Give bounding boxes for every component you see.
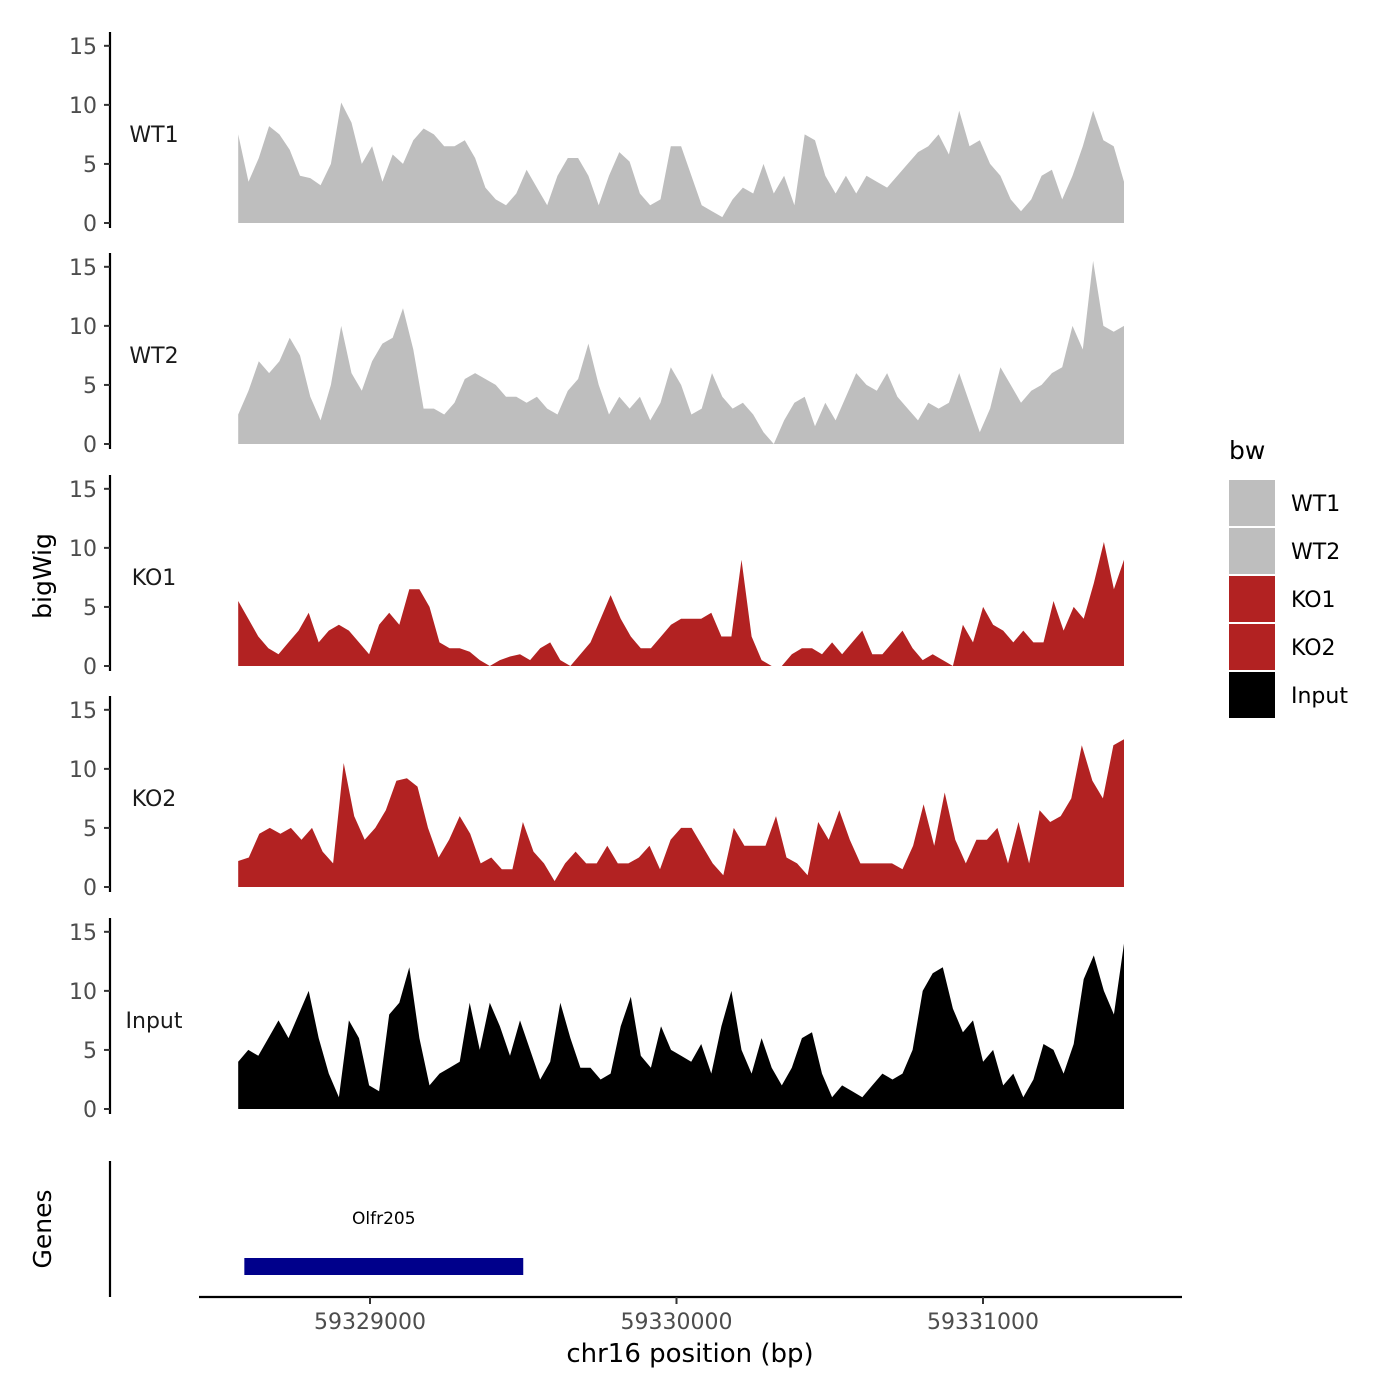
y-tick-label: 5 (83, 596, 97, 621)
legend-label: WT1 (1291, 492, 1340, 517)
legend-label: KO1 (1291, 588, 1336, 613)
legend-swatch (1229, 480, 1275, 526)
track-wt1: 0 5 10 15 WT1 (69, 32, 1124, 237)
y-tick-label: 15 (69, 35, 97, 60)
gene-label: Olfr205 (352, 1209, 416, 1229)
x-axis: 59329000 59330000 59331000 chr16 position … (199, 1295, 1182, 1369)
y-tick-label: 0 (83, 655, 97, 680)
legend-swatch (1229, 624, 1275, 670)
y-tick-label: 15 (69, 478, 97, 503)
legend-label: KO2 (1291, 636, 1336, 661)
legend-swatch (1229, 672, 1275, 718)
y-tick-label: 10 (69, 537, 97, 562)
y-tick-label: 15 (69, 256, 97, 281)
area-wt1 (238, 102, 1124, 223)
y-tick-label: 0 (83, 1098, 97, 1123)
legend-label: Input (1291, 684, 1348, 709)
y-tick-label: 10 (69, 94, 97, 119)
legend-swatch (1229, 576, 1275, 622)
y-tick-label: 10 (69, 758, 97, 783)
legend-swatch (1229, 528, 1275, 574)
track-wt2: 0 5 10 15 WT2 (69, 253, 1124, 458)
y-tick-label: 5 (83, 153, 97, 178)
area-input (238, 943, 1124, 1109)
genes-track: Genes Olfr205 (28, 1161, 524, 1297)
gene-bar (244, 1258, 524, 1275)
y-tick-label: 15 (69, 921, 97, 946)
track-input: 0 5 10 15 Input (69, 918, 1124, 1123)
y-tick-label: 0 (83, 876, 97, 901)
area-ko1 (238, 542, 1124, 666)
y-tick-label: 15 (69, 699, 97, 724)
legend-items: WT1 WT2 KO1 KO2 Input (1229, 480, 1348, 718)
y-tick-label: 5 (83, 1039, 97, 1064)
track-ko1: 0 5 10 15 KO1 (69, 475, 1124, 680)
gene-marks: Olfr205 (244, 1209, 524, 1275)
x-tick-label: 59329000 (314, 1310, 426, 1335)
y-tick-label: 10 (69, 980, 97, 1005)
area-wt2 (238, 260, 1124, 444)
track-label: KO2 (132, 787, 177, 812)
y-tick-label: 0 (83, 433, 97, 458)
y-tick-label: 10 (69, 315, 97, 340)
y-axis-title: bigWig (28, 533, 57, 619)
track-label: WT2 (129, 344, 178, 369)
x-tick-label: 59330000 (621, 1310, 733, 1335)
y-tick-label: 0 (83, 212, 97, 237)
x-ticks: 59329000 59330000 59331000 (314, 1297, 1039, 1335)
legend: bw WT1 WT2 KO1 KO2 Input (1229, 436, 1348, 718)
track-label: Input (126, 1009, 183, 1034)
track-label: WT1 (129, 123, 178, 148)
area-ko2 (238, 739, 1124, 887)
track-panels: 0 5 10 15 WT1 0 5 10 15 WT2 0 5 10 15 KO1 0 5 10 15 KO2 0 5 10… (69, 32, 1124, 1123)
legend-title: bw (1229, 436, 1265, 465)
legend-label: WT2 (1291, 540, 1340, 565)
x-axis-title: chr16 position (bp) (566, 1339, 813, 1369)
track-label: KO1 (132, 566, 177, 591)
y-tick-label: 5 (83, 374, 97, 399)
track-ko2: 0 5 10 15 KO2 (69, 696, 1124, 901)
genes-track-label: Genes (28, 1189, 57, 1268)
y-tick-label: 5 (83, 817, 97, 842)
x-tick-label: 59331000 (927, 1310, 1039, 1335)
